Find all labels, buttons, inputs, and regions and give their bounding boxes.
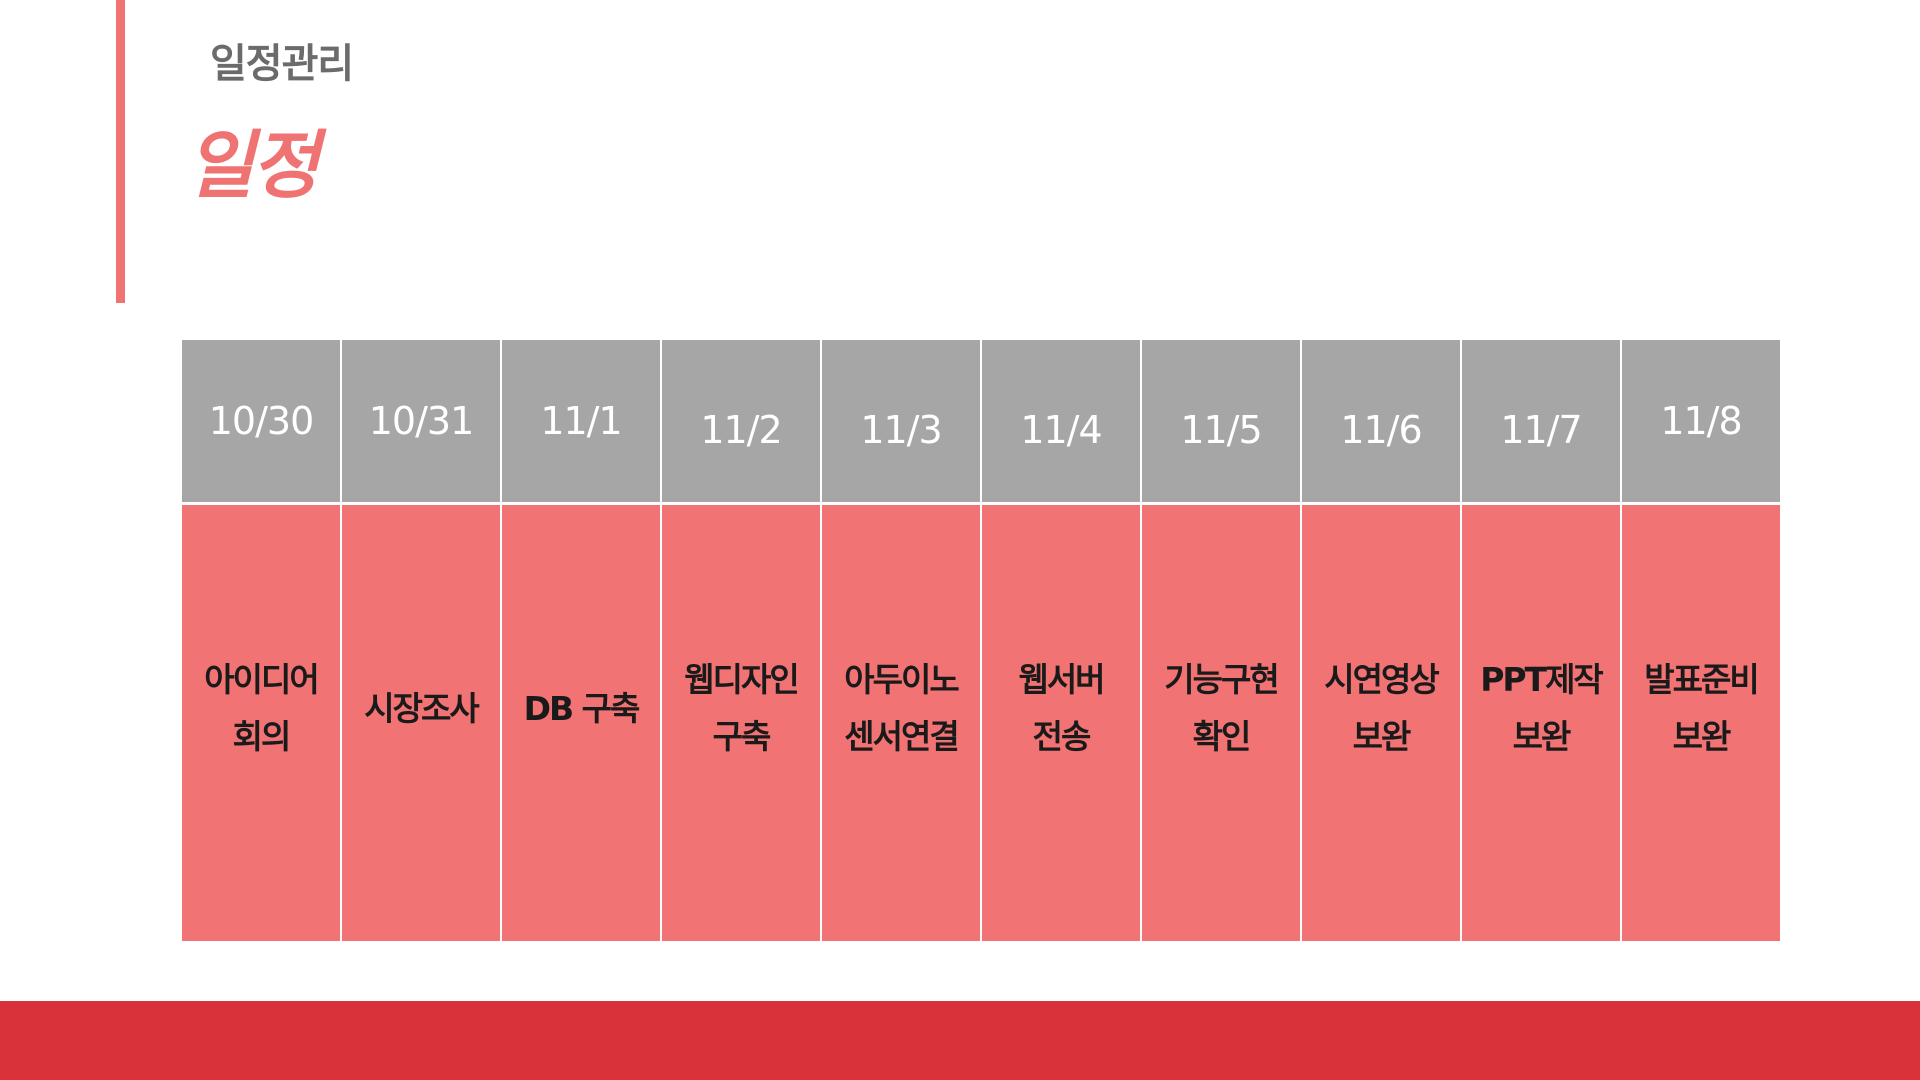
- schedule-table: 10/30 10/31 11/1 11/2 11/3 11/4 11/5 11/…: [182, 340, 1780, 941]
- task-label: DB 구축: [523, 688, 641, 728]
- date-cell-11-7: 11/7: [1462, 340, 1620, 502]
- task-cell-10-30: 아이디어 회의: [182, 505, 340, 941]
- date-label: 11/3: [860, 408, 942, 452]
- date-label: 11/4: [1020, 408, 1102, 452]
- date-cell-11-4: 11/4: [982, 340, 1140, 502]
- date-cell-11-6: 11/6: [1302, 340, 1460, 502]
- task-cell-11-6: 시연영상 보완: [1302, 505, 1460, 941]
- date-label: 10/31: [368, 399, 475, 443]
- task-label: 웹디자인 구축: [684, 660, 799, 756]
- date-label: 11/8: [1660, 399, 1742, 443]
- date-cell-11-2: 11/2: [662, 340, 820, 502]
- task-cell-11-3: 아두이노 센서연결: [822, 505, 980, 941]
- task-cell-11-8: 발표준비 보완: [1622, 505, 1780, 941]
- date-cell-11-5: 11/5: [1142, 340, 1300, 502]
- task-cell-11-2: 웹디자인 구축: [662, 505, 820, 941]
- task-cell-11-4: 웹서버 전송: [982, 505, 1140, 941]
- date-cell-10-31: 10/31: [342, 340, 500, 502]
- task-label: 웹서버 전송: [1018, 660, 1105, 756]
- date-cell-11-8: 11/8: [1622, 340, 1780, 502]
- section-label: 일정관리: [210, 41, 354, 87]
- task-cell-11-1: DB 구축: [502, 505, 660, 941]
- task-label: 기능구현 확인: [1164, 660, 1279, 756]
- task-cell-11-7: PPT제작 보완: [1462, 505, 1620, 941]
- task-label: 발표준비 보완: [1644, 660, 1759, 756]
- date-label: 11/6: [1340, 408, 1422, 452]
- accent-bar: [116, 0, 125, 303]
- date-label: 10/30: [208, 399, 315, 443]
- task-label: 시장조사: [364, 688, 479, 728]
- task-cell-11-5: 기능구현 확인: [1142, 505, 1300, 941]
- date-label: 11/1: [540, 399, 622, 443]
- task-cell-10-31: 시장조사: [342, 505, 500, 941]
- task-label: 아두이노 센서연결: [844, 660, 959, 756]
- task-label: 아이디어 회의: [204, 660, 319, 756]
- task-label: PPT제작 보완: [1480, 660, 1604, 756]
- footer-band: [0, 1001, 1920, 1080]
- date-label: 11/2: [700, 408, 782, 452]
- date-label: 11/5: [1180, 408, 1262, 452]
- date-cell-10-30: 10/30: [182, 340, 340, 502]
- date-label: 11/7: [1500, 408, 1582, 452]
- date-cell-11-3: 11/3: [822, 340, 980, 502]
- page-title: 일정: [186, 123, 319, 209]
- date-cell-11-1: 11/1: [502, 340, 660, 502]
- task-label: 시연영상 보완: [1324, 660, 1439, 756]
